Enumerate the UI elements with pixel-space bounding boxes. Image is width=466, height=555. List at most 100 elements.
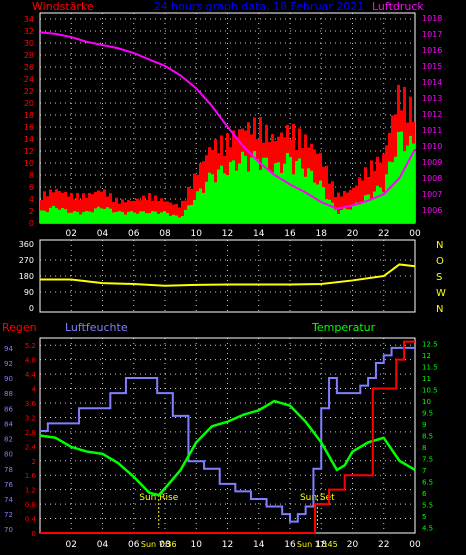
wind-average-bar bbox=[220, 165, 223, 223]
wind-average-bar bbox=[145, 213, 148, 223]
temperature-y-tick: 10.5 bbox=[422, 387, 438, 395]
rain-y-tick: 4 bbox=[32, 386, 37, 394]
wind-y-tick: 16 bbox=[24, 123, 34, 132]
rain-line bbox=[40, 340, 415, 534]
wind-average-bar bbox=[331, 202, 334, 223]
pressure-y-tick: 1014 bbox=[422, 78, 442, 87]
wind-average-bar bbox=[70, 212, 73, 223]
wind-x-ticks: 02 04 06 08 10 12 14 16 18 20 22 00 bbox=[66, 229, 421, 239]
wind-x-tick: 14 bbox=[253, 229, 265, 239]
wind-average-bar bbox=[307, 168, 310, 223]
wind-average-bar bbox=[169, 215, 172, 223]
wind-gust-bar bbox=[358, 177, 361, 223]
wind-average-bar bbox=[91, 212, 94, 223]
wind-average-bar bbox=[385, 174, 388, 223]
wind-y-tick: 22 bbox=[24, 87, 34, 96]
rain-y-tick: 2.4 bbox=[25, 443, 37, 451]
wind-average-bar bbox=[100, 208, 103, 223]
wind-gust-bar bbox=[145, 199, 148, 223]
wind-gust-bar bbox=[142, 195, 145, 223]
pressure-y-tick: 1013 bbox=[422, 94, 442, 103]
climate-x-ticks: 02 04 06 08 10 12 14 16 18 20 22 00 bbox=[66, 540, 421, 550]
humidity-y-tick: 70 bbox=[4, 526, 13, 534]
wind-average-bar bbox=[265, 157, 268, 223]
wind-average-bar bbox=[175, 215, 178, 223]
wind-y-tick: 24 bbox=[24, 75, 34, 84]
wind-average-bar bbox=[199, 188, 202, 223]
climate-x-tick: 00 bbox=[409, 540, 421, 550]
sun-event-time: Sun 17:45 bbox=[297, 540, 338, 549]
wind-gust-bar bbox=[91, 194, 94, 223]
wind-average-bar bbox=[124, 214, 127, 223]
climate-x-tick: 20 bbox=[347, 540, 359, 550]
wind-average-bar bbox=[376, 185, 379, 223]
climate-x-tick: 22 bbox=[378, 540, 389, 550]
wind-average-bar bbox=[391, 162, 394, 223]
wind-average-bar bbox=[325, 199, 328, 223]
wind-average-bar bbox=[361, 201, 364, 223]
rain-label: Regen bbox=[2, 321, 37, 334]
wind-average-bar bbox=[403, 151, 406, 223]
wind-average-bar bbox=[394, 156, 397, 223]
wind-average-bar bbox=[136, 213, 139, 223]
wind-gust-bar bbox=[382, 154, 385, 223]
wind-gust-bar bbox=[160, 198, 163, 223]
wind-average-bar bbox=[121, 211, 124, 223]
wind-average-bar bbox=[358, 204, 361, 223]
wind-average-bar bbox=[202, 192, 205, 223]
wind-gust-bar bbox=[325, 165, 328, 223]
pressure-y-tick: 1016 bbox=[422, 46, 442, 55]
wind-average-bar bbox=[172, 214, 175, 223]
wind-gust-bar bbox=[154, 195, 157, 223]
wind-gust-bar bbox=[82, 193, 85, 223]
wind-x-tick: 20 bbox=[347, 229, 359, 239]
wind-average-bar bbox=[352, 204, 355, 223]
temperature-y-tick: 10 bbox=[422, 398, 431, 406]
wind-y-tick: 34 bbox=[24, 15, 34, 24]
wind-average-bar bbox=[85, 211, 88, 223]
wind-gust-bar bbox=[58, 191, 61, 223]
wind-average-bar bbox=[397, 132, 400, 223]
wind-gust-bar bbox=[169, 202, 172, 223]
pressure-line bbox=[39, 31, 416, 210]
wind-x-tick: 06 bbox=[128, 229, 140, 239]
wind-average-bar bbox=[217, 169, 220, 223]
climate-x-tick: 04 bbox=[97, 540, 109, 550]
pressure-y-tick: 1010 bbox=[422, 142, 442, 151]
wind-average-bar bbox=[160, 212, 163, 223]
wind-average-bar bbox=[49, 207, 52, 223]
humidity-y-tick: 76 bbox=[4, 481, 13, 489]
wind-average-bar bbox=[313, 182, 316, 223]
wind-average-bar bbox=[256, 159, 259, 223]
rain-y-tick: 1.6 bbox=[25, 472, 37, 480]
wind-average-bar bbox=[400, 131, 403, 223]
wind-average-bar bbox=[346, 209, 349, 223]
wind-gust-bar bbox=[193, 173, 196, 223]
humidity-y-tick: 92 bbox=[4, 360, 13, 368]
wind-label: Windstärke bbox=[32, 0, 94, 13]
wind-y-tick: 32 bbox=[24, 27, 34, 36]
wind-gust-bar bbox=[202, 161, 205, 223]
rain-y-tick: 0 bbox=[32, 530, 36, 538]
wind-average-bar bbox=[103, 208, 106, 223]
wind-average-bar bbox=[268, 170, 271, 223]
temperature-y-tick: 11 bbox=[422, 375, 431, 383]
temperature-y-tick: 5 bbox=[422, 513, 426, 521]
wind-average-bar bbox=[52, 205, 55, 223]
wind-average-bar bbox=[184, 209, 187, 223]
pressure-y-tick: 1012 bbox=[422, 110, 442, 119]
wind-average-bar bbox=[382, 192, 385, 223]
wind-gust-bar bbox=[79, 199, 82, 223]
rain-y-tick: 2.8 bbox=[25, 429, 36, 437]
wind-average-bar bbox=[154, 211, 157, 223]
wind-average-bar bbox=[133, 212, 136, 223]
wind-average-bar bbox=[238, 163, 241, 223]
wind-average-bar bbox=[355, 202, 358, 223]
humidity-y-tick: 84 bbox=[4, 420, 13, 428]
wind-y-tick: 2 bbox=[29, 207, 34, 216]
wind-gust-bar bbox=[214, 138, 217, 223]
wind-average-bar bbox=[364, 195, 367, 223]
wind-average-bar bbox=[163, 211, 166, 223]
wind-average-bar bbox=[253, 151, 256, 223]
wind-average-bar bbox=[40, 210, 43, 223]
